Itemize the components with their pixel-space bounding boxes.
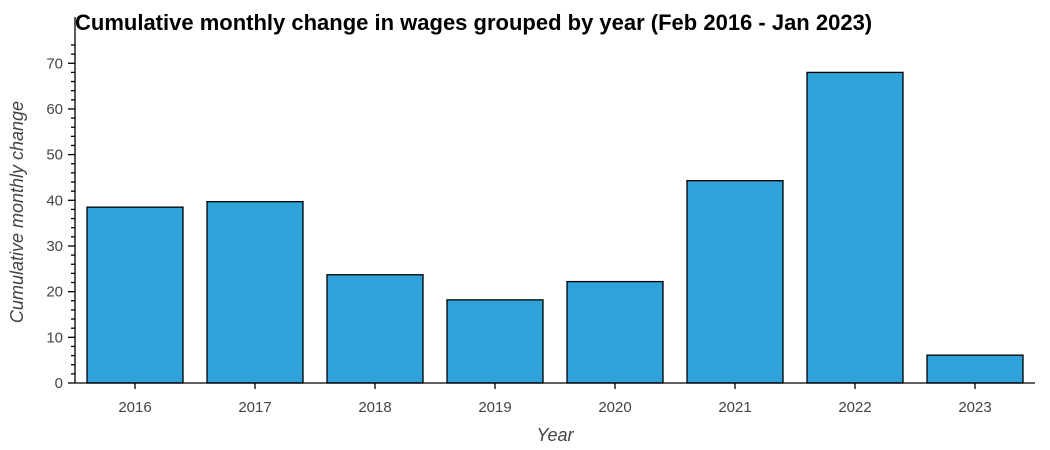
x-tick-label: 2020 — [598, 399, 631, 416]
bar-2019 — [446, 299, 544, 384]
y-tick-label: 10 — [46, 329, 63, 346]
bar-2021 — [686, 180, 784, 384]
chart-title: Cumulative monthly change in wages group… — [75, 10, 873, 35]
x-axis: 2016 2017 2018 2019 2020 2021 2022 2023 — [75, 382, 1035, 416]
y-tick-label: 30 — [46, 238, 63, 255]
y-axis-title: Cumulative monthly change — [7, 101, 27, 323]
x-tick-label: 2016 — [118, 399, 151, 416]
bar-2016 — [86, 206, 184, 384]
y-tick-label: 50 — [46, 147, 63, 164]
bar-2020 — [566, 280, 664, 384]
x-tick-label: 2018 — [358, 399, 391, 416]
y-axis: 0 10 20 30 40 50 60 70 — [46, 17, 76, 392]
y-tick-label: 40 — [46, 192, 63, 209]
bar-2022 — [806, 71, 904, 384]
bar-2023 — [926, 354, 1024, 384]
x-tick-label: 2023 — [958, 399, 991, 416]
bar-2017 — [206, 201, 304, 384]
y-tick-label: 60 — [46, 101, 63, 118]
x-tick-label: 2021 — [718, 399, 751, 416]
x-tick-label: 2019 — [478, 399, 511, 416]
y-tick-label: 70 — [46, 55, 63, 72]
x-tick-label: 2022 — [838, 399, 871, 416]
y-tick-label: 20 — [46, 284, 63, 301]
bar-2018 — [326, 274, 424, 384]
bars-group — [86, 71, 1024, 384]
x-axis-title: Year — [536, 425, 574, 445]
y-tick-label: 0 — [55, 375, 63, 392]
x-tick-label: 2017 — [238, 399, 271, 416]
